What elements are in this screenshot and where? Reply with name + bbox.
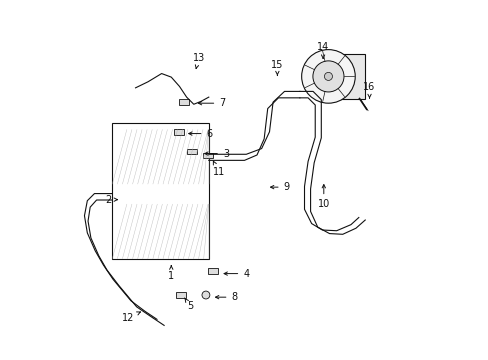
Text: 3: 3 [204,149,228,158]
Text: 6: 6 [188,129,212,139]
Text: 2: 2 [105,195,117,204]
Text: 4: 4 [224,269,249,279]
Text: 8: 8 [215,292,237,302]
Text: 13: 13 [192,53,204,69]
Bar [186,149,196,154]
Circle shape [312,61,343,92]
Text: 1: 1 [168,266,174,282]
Text: 12: 12 [122,312,140,323]
Circle shape [324,72,332,80]
Text: 9: 9 [270,182,289,192]
Text: 14: 14 [316,42,328,58]
Bar [207,268,218,274]
Text: 7: 7 [198,98,225,108]
Text: 11: 11 [212,161,224,177]
Bar [174,129,184,135]
Text: 15: 15 [271,60,283,76]
Bar [112,123,208,258]
Bar [203,153,213,158]
Bar [179,99,189,105]
Bar [176,292,185,298]
Circle shape [301,50,354,103]
Text: 10: 10 [317,185,329,209]
Circle shape [202,291,209,299]
Text: 5: 5 [184,298,193,311]
Bar [328,54,364,99]
Text: 16: 16 [363,82,375,98]
